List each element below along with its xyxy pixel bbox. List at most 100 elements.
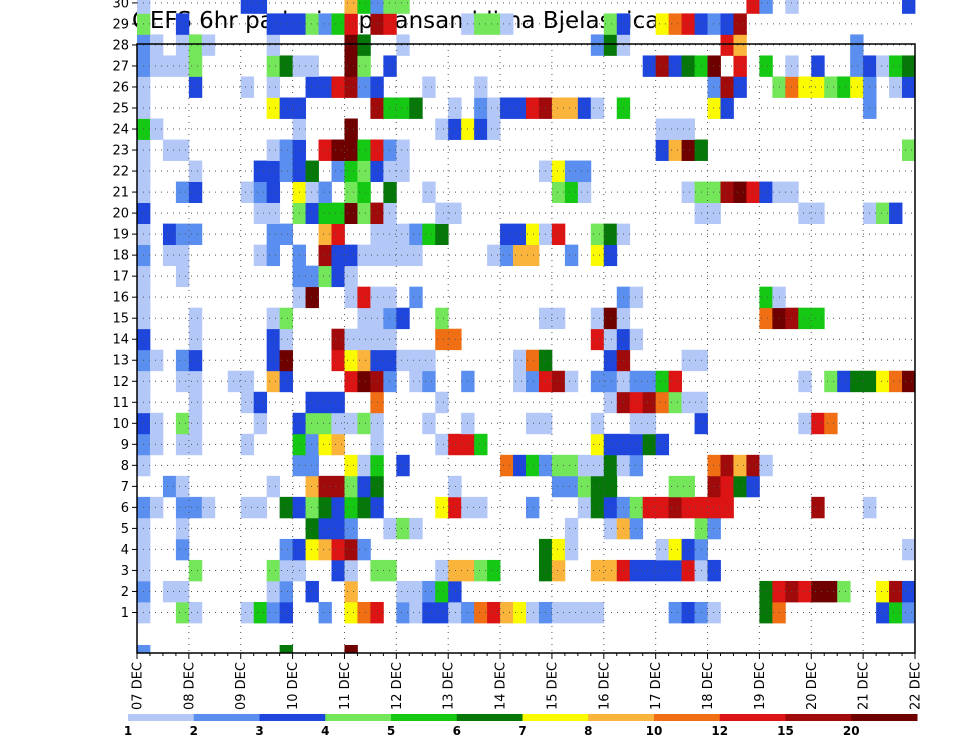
heatmap-cell: [448, 433, 462, 456]
y-tick-label: 25: [112, 102, 129, 117]
heatmap-cell: [201, 496, 216, 519]
heatmap-cell: [798, 412, 812, 435]
heatmap-cell: [785, 0, 799, 14]
heatmap-cell: [422, 76, 436, 98]
colorbar-segment: [325, 714, 392, 721]
heatmap-cell: [707, 97, 721, 119]
heatmap-cell: [318, 412, 332, 435]
y-tick-label: 1: [121, 606, 129, 621]
heatmap-cells: [137, 0, 916, 654]
heatmap-cell: [902, 601, 916, 624]
x-tick-label: 18 DEC: [701, 662, 716, 710]
heatmap-cell: [279, 55, 293, 77]
heatmap-cell: [526, 97, 540, 119]
heatmap-cell: [344, 580, 358, 603]
heatmap-cell: [681, 118, 695, 140]
heatmap-cell: [331, 244, 345, 267]
heatmap-cell: [902, 538, 916, 561]
heatmap-cell: [253, 391, 268, 414]
heatmap-cell: [396, 223, 410, 246]
heatmap-cell: [707, 202, 721, 225]
heatmap-cell: [448, 580, 462, 603]
heatmap-cell: [668, 139, 682, 161]
x-tick-label: 19 DEC: [753, 662, 768, 710]
heatmap-cell: [396, 160, 410, 182]
heatmap-cell: [655, 538, 670, 561]
heatmap-cell: [344, 55, 358, 77]
heatmap-cell: [175, 181, 190, 203]
heatmap-cell: [188, 76, 203, 98]
heatmap-cell: [707, 559, 721, 582]
colorbar-label: 3: [255, 724, 263, 738]
heatmap-cell: [240, 496, 255, 519]
heatmap-cell: [902, 580, 916, 603]
y-tick-label: 26: [112, 80, 129, 95]
heatmap-cell: [577, 181, 592, 203]
y-tick-label: 4: [121, 543, 129, 558]
heatmap-cell: [162, 244, 177, 267]
heatmap-cell: [396, 349, 410, 372]
heatmap-cell: [785, 307, 799, 330]
colorbar-label: 15: [777, 724, 794, 738]
colorbar-segment: [391, 714, 458, 721]
heatmap-cell: [422, 181, 436, 203]
heatmap-cell: [188, 433, 203, 456]
heatmap-cell: [590, 97, 605, 119]
heatmap-cell: [409, 580, 423, 603]
heatmap-cell: [175, 433, 190, 456]
heatmap-cell: [396, 580, 410, 603]
heatmap-cell: [681, 139, 695, 161]
heatmap-cell: [149, 55, 164, 77]
heatmap-cell: [331, 139, 345, 161]
heatmap-cell: [564, 160, 579, 182]
heatmap-cell: [253, 244, 268, 267]
heatmap-cell: [902, 0, 916, 14]
x-tick-label: 20 DEC: [805, 662, 820, 710]
heatmap-cell: [642, 496, 657, 519]
heatmap-cell: [137, 0, 151, 14]
heatmap-cell: [279, 580, 293, 603]
heatmap-cell: [344, 0, 358, 14]
heatmap-cell: [902, 370, 916, 393]
heatmap-cell: [188, 307, 203, 330]
heatmap-cell: [279, 645, 293, 654]
heatmap-cell: [603, 517, 618, 540]
heatmap-cell: [746, 0, 760, 14]
heatmap-cell: [383, 160, 397, 182]
heatmap-cell: [850, 34, 864, 56]
y-tick-label: 12: [112, 375, 129, 390]
heatmap-cell: [175, 538, 190, 561]
heatmap-cell: [149, 34, 164, 56]
heatmap-cell: [577, 454, 592, 477]
heatmap-cell: [240, 370, 255, 393]
heatmap-cell: [707, 496, 721, 519]
x-tick-label: 10 DEC: [286, 662, 301, 710]
heatmap-cell: [357, 349, 371, 372]
heatmap-cell: [422, 601, 436, 624]
heatmap-cell: [642, 55, 657, 77]
heatmap-cell: [798, 76, 812, 98]
heatmap-cell: [707, 454, 721, 477]
heatmap-cell: [551, 538, 566, 561]
heatmap-cell: [305, 454, 319, 477]
heatmap-cell: [435, 601, 449, 624]
heatmap-cell: [318, 181, 332, 203]
heatmap-cell: [811, 202, 825, 225]
heatmap-cell: [668, 55, 682, 77]
heatmap-cell: [590, 307, 605, 330]
heatmap-cell: [798, 307, 812, 330]
heatmap-cell: [344, 475, 358, 498]
y-tick-label: 7: [121, 480, 129, 495]
heatmap-cell: [798, 580, 812, 603]
heatmap-cell: [357, 244, 371, 267]
heatmap-cell: [305, 496, 319, 519]
heatmap-cell: [422, 223, 436, 246]
heatmap-cell: [266, 55, 281, 77]
heatmap-cell: [629, 433, 644, 456]
heatmap-cell: [175, 580, 190, 603]
heatmap-cell: [149, 118, 164, 140]
colorbar-segment: [128, 714, 195, 721]
heatmap-cell: [746, 454, 760, 477]
heatmap-cell: [357, 307, 371, 330]
heatmap-cell: [266, 307, 281, 330]
